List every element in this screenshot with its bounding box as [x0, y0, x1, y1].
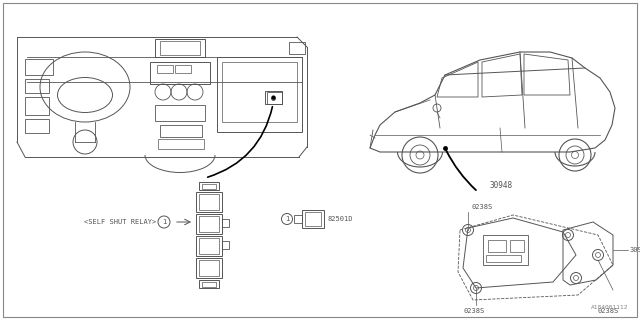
Bar [25, 119, 49, 133]
Bar [199, 182, 219, 190]
Bar [199, 216, 219, 232]
Bar [25, 97, 49, 115]
Bar [150, 62, 210, 84]
Text: 1: 1 [285, 216, 289, 222]
Bar [488, 240, 506, 252]
Bar [157, 65, 173, 73]
Bar [486, 255, 521, 262]
Text: 30919: 30919 [630, 247, 640, 253]
Bar [202, 184, 216, 189]
Bar [510, 240, 524, 252]
Bar [196, 214, 222, 234]
Bar [217, 57, 302, 132]
Text: A184001112: A184001112 [591, 305, 628, 310]
Bar [199, 280, 219, 288]
Bar [265, 91, 282, 104]
Bar [199, 260, 219, 276]
Bar [160, 41, 200, 55]
Bar [199, 194, 219, 210]
Bar [155, 105, 205, 121]
Bar [155, 39, 205, 57]
Bar [25, 59, 53, 75]
Bar [160, 125, 202, 137]
Bar [289, 42, 305, 54]
Bar [302, 210, 324, 228]
Bar [294, 215, 302, 223]
Bar [196, 192, 222, 212]
Bar [175, 65, 191, 73]
Bar [305, 212, 321, 226]
Text: 0238S: 0238S [471, 204, 492, 210]
Text: 82501D: 82501D [327, 216, 353, 222]
Bar [202, 282, 216, 287]
Bar [267, 92, 282, 104]
Text: 0238S: 0238S [598, 308, 620, 314]
Bar [222, 219, 229, 227]
Text: 0238S: 0238S [463, 308, 484, 314]
Bar [25, 79, 49, 93]
Text: <SELF SHUT RELAY>: <SELF SHUT RELAY> [84, 219, 156, 225]
Bar [158, 139, 204, 149]
Bar [222, 241, 229, 249]
Bar [222, 62, 297, 122]
Bar [196, 236, 222, 256]
Text: 30948: 30948 [490, 180, 513, 189]
Bar [483, 235, 528, 265]
Bar [199, 238, 219, 254]
Bar [196, 258, 222, 278]
Text: 1: 1 [162, 219, 166, 225]
